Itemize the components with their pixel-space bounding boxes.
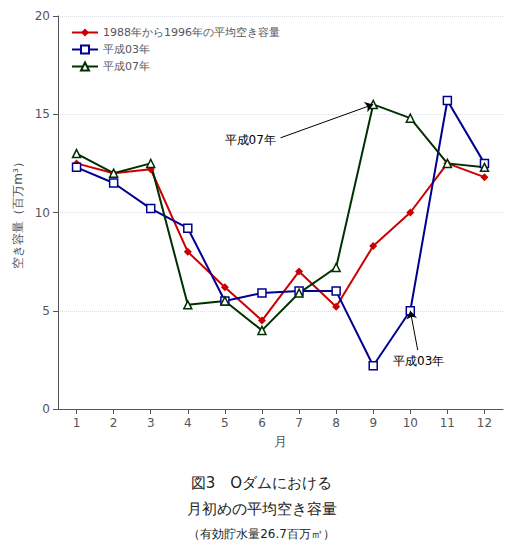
- svg-text:5: 5: [221, 416, 229, 430]
- svg-text:2: 2: [110, 416, 118, 430]
- svg-text:平成07年: 平成07年: [103, 60, 150, 73]
- svg-text:4: 4: [184, 416, 192, 430]
- svg-text:12: 12: [477, 416, 492, 430]
- svg-text:8: 8: [332, 416, 340, 430]
- svg-text:平成03年: 平成03年: [393, 354, 444, 368]
- svg-text:7: 7: [295, 416, 303, 430]
- svg-text:平成07年: 平成07年: [225, 133, 276, 147]
- svg-text:20: 20: [35, 9, 50, 23]
- svg-text:1: 1: [73, 416, 81, 430]
- svg-text:（有効貯水量26.7百万㎥）: （有効貯水量26.7百万㎥）: [188, 527, 335, 541]
- svg-text:9: 9: [369, 416, 377, 430]
- svg-text:10: 10: [403, 416, 418, 430]
- svg-text:11: 11: [440, 416, 455, 430]
- svg-text:平成03年: 平成03年: [103, 43, 150, 56]
- svg-text:3: 3: [147, 416, 155, 430]
- svg-text:空き容量（百万m³）: 空き容量（百万m³）: [11, 156, 25, 269]
- svg-text:1988年から1996年の平均空き容量: 1988年から1996年の平均空き容量: [103, 26, 280, 39]
- svg-text:図3 Oダムにおける: 図3 Oダムにおける: [191, 474, 332, 492]
- svg-text:6: 6: [258, 416, 266, 430]
- svg-text:10: 10: [35, 206, 50, 220]
- svg-text:15: 15: [35, 107, 50, 121]
- svg-text:0: 0: [42, 402, 50, 416]
- svg-text:5: 5: [42, 304, 50, 318]
- svg-text:月: 月: [274, 434, 287, 449]
- svg-text:月初めの平均空き容量: 月初めの平均空き容量: [187, 500, 337, 518]
